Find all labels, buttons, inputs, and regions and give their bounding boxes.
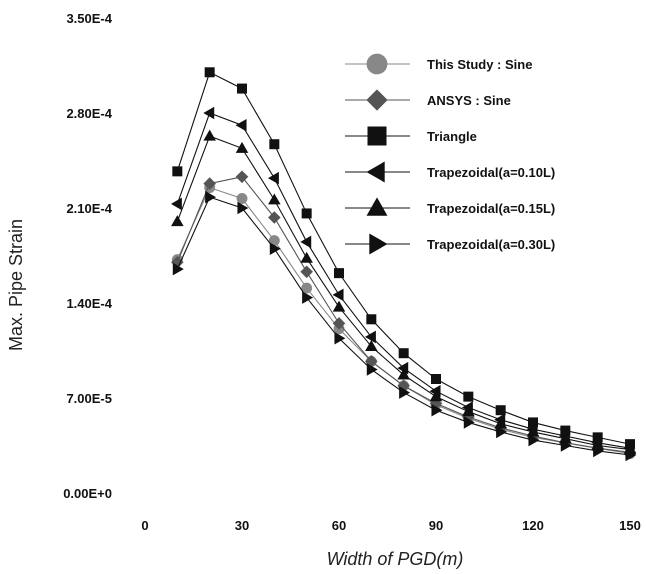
x-tick-label: 0 — [141, 518, 148, 533]
data-point — [334, 268, 344, 279]
data-point — [301, 282, 313, 294]
x-tick-label: 60 — [332, 518, 346, 533]
legend-label: ANSYS : Sine — [427, 93, 511, 108]
data-point — [300, 265, 313, 279]
y-axis-label: Max. Pipe Strain — [6, 219, 26, 351]
data-point — [560, 439, 572, 452]
data-point — [267, 171, 279, 185]
data-point — [237, 83, 247, 94]
legend-marker — [366, 161, 385, 183]
data-point — [235, 118, 247, 132]
x-tick-label: 120 — [522, 518, 544, 533]
data-point — [332, 300, 346, 312]
data-point — [463, 391, 474, 402]
data-point — [269, 242, 281, 255]
data-point — [494, 417, 507, 429]
data-point — [203, 106, 215, 120]
legend-label: Triangle — [427, 129, 477, 144]
y-tick-label: 7.00E-5 — [66, 391, 112, 406]
data-point — [526, 425, 540, 437]
legend-marker — [366, 89, 388, 111]
legend-marker — [366, 197, 388, 216]
series-line — [176, 176, 631, 453]
data-point — [237, 201, 249, 215]
legend-marker — [366, 53, 388, 75]
data-point — [268, 211, 281, 224]
data-point — [332, 317, 346, 330]
series-line — [176, 135, 631, 451]
series-6 — [172, 190, 637, 462]
data-point — [170, 197, 182, 211]
data-point — [495, 405, 506, 416]
series-2 — [171, 170, 637, 459]
data-point — [431, 374, 441, 384]
data-point — [235, 141, 249, 153]
series-1 — [171, 182, 636, 460]
data-point — [172, 166, 183, 177]
legend-item: Trapezoidal(a=0.10L) — [345, 161, 555, 183]
legend-item: Triangle — [345, 126, 477, 146]
data-point — [593, 444, 605, 458]
series-4 — [170, 106, 635, 455]
y-tick-label: 2.10E-4 — [66, 201, 112, 216]
legend: This Study : Sine ANSYS : Sine Triangle Tra… — [345, 53, 555, 255]
data-point — [300, 251, 313, 263]
data-point — [398, 348, 409, 359]
series-line — [176, 186, 631, 455]
x-tick-label: 150 — [619, 518, 641, 533]
x-tick-label: 30 — [235, 518, 249, 533]
x-axis-label: Width of PGD(m) — [327, 549, 464, 569]
data-point — [364, 330, 376, 344]
data-point — [366, 314, 377, 325]
data-point — [172, 262, 184, 276]
legend-item: Trapezoidal(a=0.30L) — [345, 233, 555, 255]
y-tick-label: 3.50E-4 — [66, 11, 112, 26]
legend-label: Trapezoidal(a=0.15L) — [427, 201, 555, 216]
data-point — [268, 193, 281, 205]
data-point — [302, 291, 314, 304]
data-point — [431, 403, 443, 417]
data-point — [429, 390, 443, 402]
series-5 — [171, 129, 637, 455]
legend-label: Trapezoidal(a=0.10L) — [427, 165, 555, 180]
legend-marker — [367, 126, 387, 146]
data-point — [496, 425, 508, 439]
data-point — [528, 433, 540, 447]
data-point — [399, 386, 411, 399]
data-point — [332, 288, 344, 302]
series-group — [170, 67, 637, 462]
data-point — [366, 363, 378, 376]
y-tick-label: 0.00E+0 — [63, 486, 112, 501]
legend-item: ANSYS : Sine — [345, 89, 511, 111]
data-point — [269, 139, 280, 150]
data-point — [203, 129, 216, 141]
data-point — [204, 67, 215, 78]
series-line — [176, 196, 631, 456]
legend-marker — [369, 233, 388, 255]
x-axis-ticks: 0 30 60 90 120 150 — [141, 518, 640, 533]
data-point — [171, 215, 184, 227]
data-point — [463, 416, 475, 429]
data-point — [301, 208, 312, 219]
data-point — [203, 177, 216, 190]
data-point — [625, 448, 637, 462]
data-point — [236, 193, 248, 204]
legend-label: This Study : Sine — [427, 57, 532, 72]
series-line — [176, 112, 631, 449]
data-point — [205, 190, 217, 204]
legend-item: This Study : Sine — [345, 53, 532, 75]
data-point — [334, 332, 346, 345]
data-point — [300, 235, 312, 249]
legend-item: Trapezoidal(a=0.15L) — [345, 197, 555, 216]
y-axis-ticks: 0.00E+0 7.00E-5 1.40E-4 2.10E-4 2.80E-4 3.50E… — [63, 11, 113, 501]
legend-label: Trapezoidal(a=0.30L) — [427, 237, 555, 252]
data-point — [462, 405, 475, 417]
y-tick-label: 2.80E-4 — [66, 106, 112, 121]
data-point — [397, 368, 410, 380]
x-tick-label: 90 — [429, 518, 443, 533]
data-point — [365, 340, 378, 351]
y-tick-label: 1.40E-4 — [66, 296, 112, 311]
data-point — [235, 170, 249, 184]
